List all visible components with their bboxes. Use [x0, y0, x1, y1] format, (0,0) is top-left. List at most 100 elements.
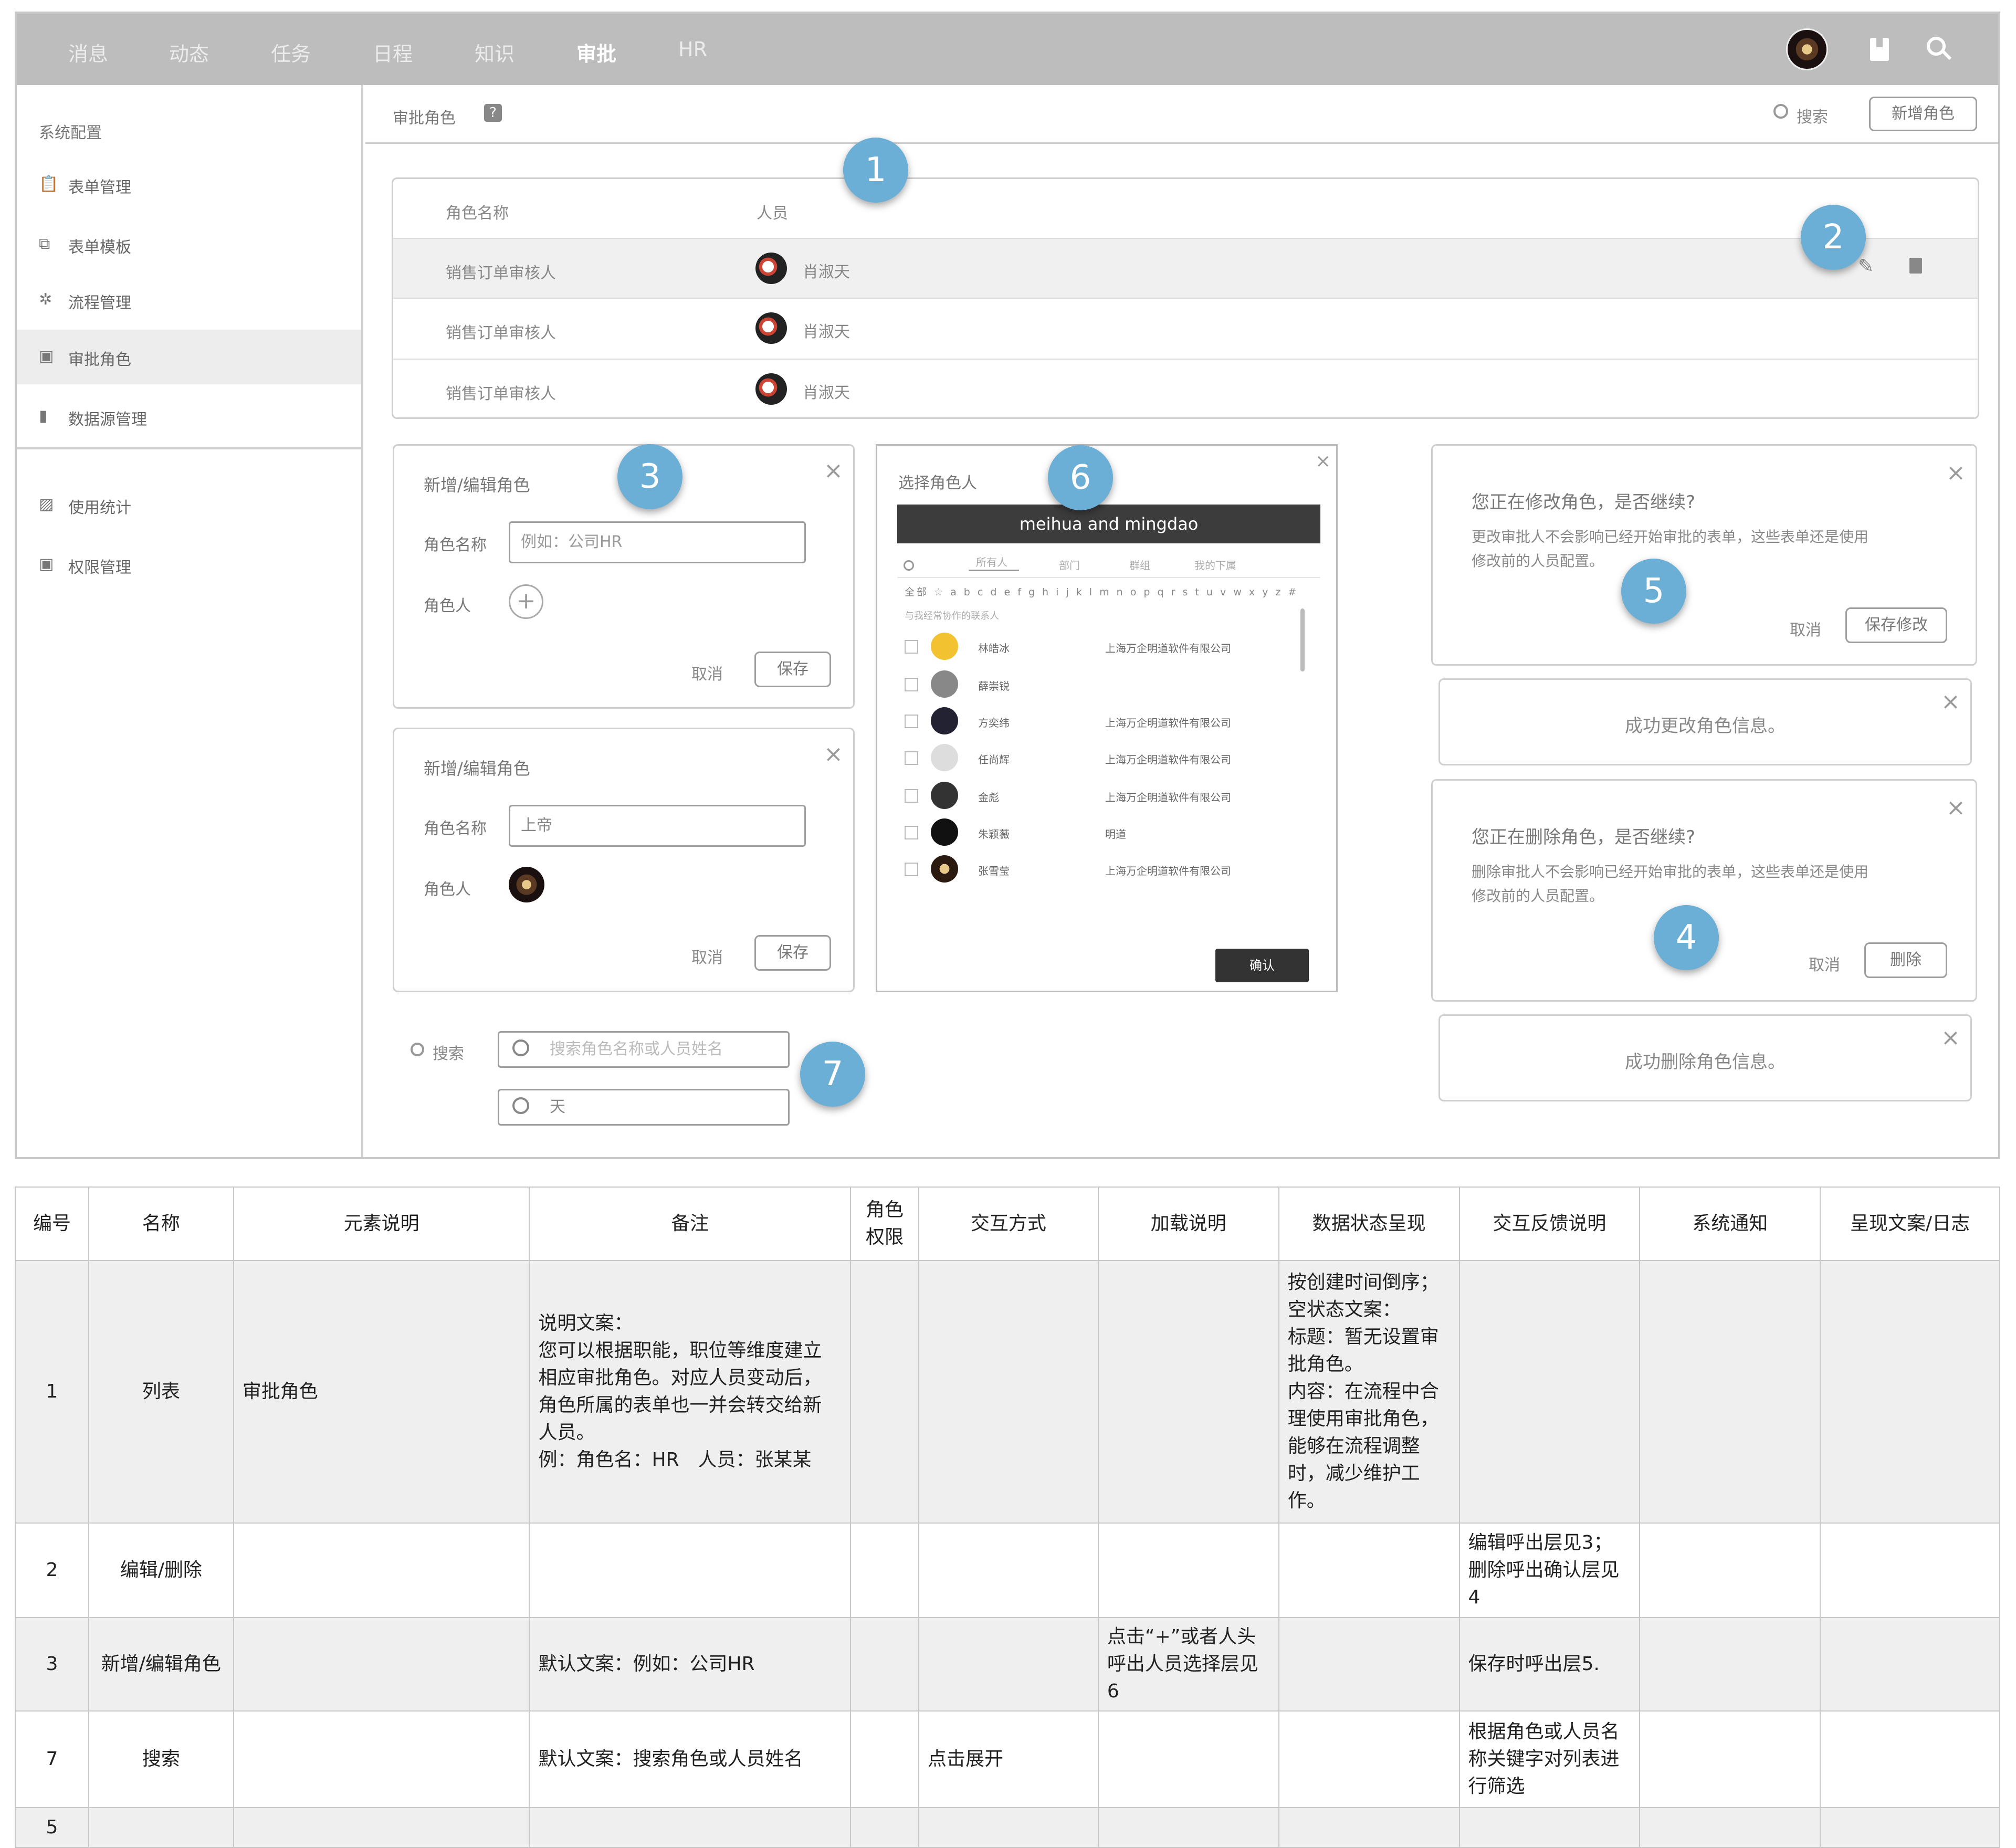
- cancel-button[interactable]: 取消: [1790, 621, 1821, 639]
- spec-cell: 新增/编辑角色: [88, 1617, 234, 1712]
- checkbox[interactable]: [905, 715, 918, 728]
- delete-button[interactable]: 删除: [1864, 942, 1947, 978]
- dialog-title: 新增/编辑角色: [424, 759, 530, 779]
- header-search-link[interactable]: 搜索: [1797, 108, 1828, 127]
- spec-cell: 编辑呼出层见3；删除呼出确认层见4: [1458, 1522, 1641, 1618]
- person-name: 肖淑天: [803, 323, 850, 341]
- cancel-button[interactable]: 取消: [691, 949, 723, 967]
- checkbox[interactable]: [905, 863, 918, 876]
- tab-group[interactable]: 群组: [1129, 559, 1150, 572]
- add-role-button[interactable]: 新增角色: [1869, 97, 1977, 131]
- checkbox[interactable]: [905, 640, 918, 654]
- sidebar-item-datasource[interactable]: ▮ 数据源管理: [39, 407, 147, 429]
- nav-item-calendar[interactable]: 日程: [373, 43, 413, 66]
- column-header-role-name: 角色名称: [446, 204, 509, 223]
- nav-item-tasks[interactable]: 任务: [271, 43, 311, 66]
- help-icon[interactable]: ?: [484, 104, 502, 122]
- spec-cell: [1097, 1807, 1279, 1848]
- list-item[interactable]: 朱颖薇 明道: [905, 816, 1293, 848]
- tab-all[interactable]: 所有人: [976, 556, 1007, 569]
- table-row[interactable]: 销售订单审核人 肖淑天: [393, 299, 1978, 360]
- confirm-title: 您正在删除角色，是否继续?: [1472, 827, 1696, 848]
- add-member-icon[interactable]: +: [509, 584, 543, 619]
- sidebar-item-approval-role[interactable]: ▣ 审批角色: [17, 330, 361, 384]
- spec-header: 名称: [88, 1186, 234, 1261]
- list-item[interactable]: 张雪莹 上海万企明道软件有限公司: [905, 853, 1293, 885]
- sidebar-item-permissions[interactable]: ▣ 权限管理: [39, 555, 131, 578]
- search-toggle[interactable]: 搜索: [433, 1045, 464, 1063]
- nav-item-approval[interactable]: 审批: [576, 43, 617, 66]
- search-input[interactable]: 搜索角色名称或人员姓名: [498, 1031, 790, 1068]
- spec-cell: [1458, 1260, 1641, 1524]
- checkbox[interactable]: [905, 751, 918, 765]
- scrollbar[interactable]: [1300, 608, 1305, 671]
- cancel-button[interactable]: 取消: [691, 665, 723, 684]
- sidebar-item-usage-stats[interactable]: ▨ 使用统计: [39, 495, 131, 518]
- sidebar-item-form-management[interactable]: 📋 表单管理: [39, 175, 131, 197]
- list-item[interactable]: 薛崇锐: [905, 668, 1293, 700]
- tab-subordinates[interactable]: 我的下属: [1194, 559, 1236, 572]
- list-item[interactable]: 方奕纬 上海万企明道软件有限公司: [905, 705, 1293, 737]
- role-name-input[interactable]: 上帝: [509, 805, 806, 847]
- user-avatar[interactable]: [1786, 28, 1828, 70]
- save-button[interactable]: 保存: [754, 935, 831, 971]
- confirm-button[interactable]: 确认: [1215, 949, 1309, 982]
- search-icon[interactable]: [411, 1043, 424, 1056]
- avatar[interactable]: [755, 373, 787, 405]
- nav-item-hr[interactable]: HR: [678, 38, 707, 61]
- role-list: 角色名称 人员 销售订单审核人 肖淑天 ✎ 销售订单审核人 肖淑天 销售订单审核…: [392, 177, 1979, 419]
- search-icon[interactable]: [1927, 37, 1946, 56]
- list-item[interactable]: 林皓冰 上海万企明道软件有限公司: [905, 631, 1293, 662]
- spec-cell: [1278, 1710, 1460, 1808]
- checkbox[interactable]: [905, 789, 918, 803]
- checkbox[interactable]: [905, 678, 918, 691]
- role-name-input[interactable]: 例如：公司HR: [509, 521, 806, 563]
- tab-department[interactable]: 部门: [1059, 559, 1080, 572]
- nav-item-messages[interactable]: 消息: [68, 43, 109, 66]
- person-card-icon: ▣: [39, 555, 54, 573]
- checkbox[interactable]: [905, 826, 918, 839]
- sidebar-item-form-template[interactable]: ⧉ 表单模板: [39, 235, 131, 257]
- cancel-button[interactable]: 取消: [1809, 956, 1840, 974]
- save-changes-button[interactable]: 保存修改: [1845, 607, 1947, 643]
- close-icon[interactable]: ×: [824, 457, 843, 484]
- template-icon: ⧉: [39, 235, 50, 253]
- avatar[interactable]: [755, 253, 787, 284]
- search-icon[interactable]: [904, 560, 914, 571]
- member-avatar[interactable]: [509, 867, 544, 902]
- spec-cell: 2: [15, 1522, 89, 1618]
- spec-cell: 说明文案： 您可以根据职能，职位等维度建立 相应审批角色。对应人员变动后， 角色…: [529, 1260, 852, 1524]
- bookmark-icon[interactable]: [1870, 38, 1889, 61]
- avatar[interactable]: [755, 312, 787, 344]
- alphabet-filter[interactable]: 全部 ☆ a b c d e f g h i j k l m n o p q r…: [905, 586, 1299, 598]
- table-row[interactable]: 销售订单审核人 肖淑天 ✎: [393, 238, 1978, 299]
- trash-icon[interactable]: [1909, 258, 1922, 274]
- close-icon[interactable]: ×: [1941, 1024, 1960, 1051]
- close-icon[interactable]: ×: [1946, 459, 1966, 486]
- role-name: 销售订单审核人: [446, 385, 556, 403]
- pencil-icon[interactable]: ✎: [1858, 256, 1874, 277]
- close-icon[interactable]: ×: [1315, 450, 1331, 472]
- spec-header: 交互方式: [918, 1186, 1099, 1261]
- search-icon[interactable]: [1773, 104, 1788, 119]
- nav-item-knowledge[interactable]: 知识: [475, 43, 515, 66]
- spec-header: 元素说明: [233, 1186, 530, 1261]
- table-row[interactable]: 销售订单审核人 肖淑天: [393, 360, 1978, 421]
- sidebar-item-process-management[interactable]: ✲ 流程管理: [39, 290, 131, 313]
- spec-cell: [1278, 1807, 1460, 1848]
- spec-cell: 审批角色: [233, 1260, 530, 1524]
- close-icon[interactable]: ×: [824, 741, 843, 768]
- list-item[interactable]: 任尚辉 上海万企明道软件有限公司: [905, 742, 1293, 773]
- list-item[interactable]: 金彪 上海万企明道软件有限公司: [905, 780, 1293, 811]
- chart-icon: ▨: [39, 495, 54, 513]
- search-input-filled[interactable]: 天: [498, 1089, 790, 1126]
- annotation-badge-3: 3: [617, 444, 682, 509]
- close-icon[interactable]: ×: [1941, 688, 1960, 715]
- avatar: [931, 855, 958, 883]
- nav-item-feed[interactable]: 动态: [169, 43, 209, 66]
- spec-cell: 保存时呼出层5.: [1458, 1617, 1641, 1712]
- save-button[interactable]: 保存: [754, 652, 831, 687]
- spec-cell: [850, 1522, 920, 1618]
- spec-cell: [88, 1807, 234, 1848]
- close-icon[interactable]: ×: [1946, 794, 1966, 821]
